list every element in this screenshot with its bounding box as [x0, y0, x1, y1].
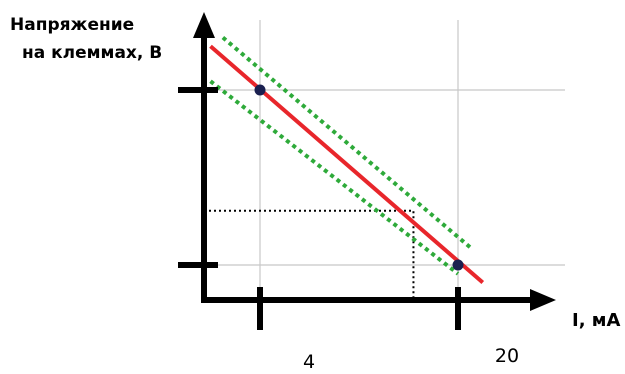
ticks-layer [178, 87, 461, 330]
y-axis-arrow [193, 12, 215, 38]
data-point-1 [452, 259, 464, 271]
points-layer [254, 84, 464, 271]
y-axis-label-line-1: Напряжение [10, 15, 134, 35]
x-tick-label-20: 20 [495, 345, 519, 367]
tolerance-line-2 [209, 79, 460, 276]
guide-layer [204, 209, 415, 300]
tolerance-line-1 [221, 35, 472, 250]
characteristic-line [209, 44, 485, 285]
grid-layer [204, 20, 565, 300]
reference-guide-lines [204, 209, 415, 300]
x-axis-label: I, мА [572, 310, 621, 331]
axes-layer [193, 12, 556, 311]
x-tick-label-4: 4 [303, 351, 315, 373]
data-point-0 [254, 84, 266, 96]
labels-layer: Напряжение на клеммах, В I, мА 4 20 [10, 15, 621, 373]
series-layer [209, 35, 485, 285]
y-axis-label-line-2: на клеммах, В [22, 43, 162, 63]
x-axis-arrow [530, 289, 556, 311]
